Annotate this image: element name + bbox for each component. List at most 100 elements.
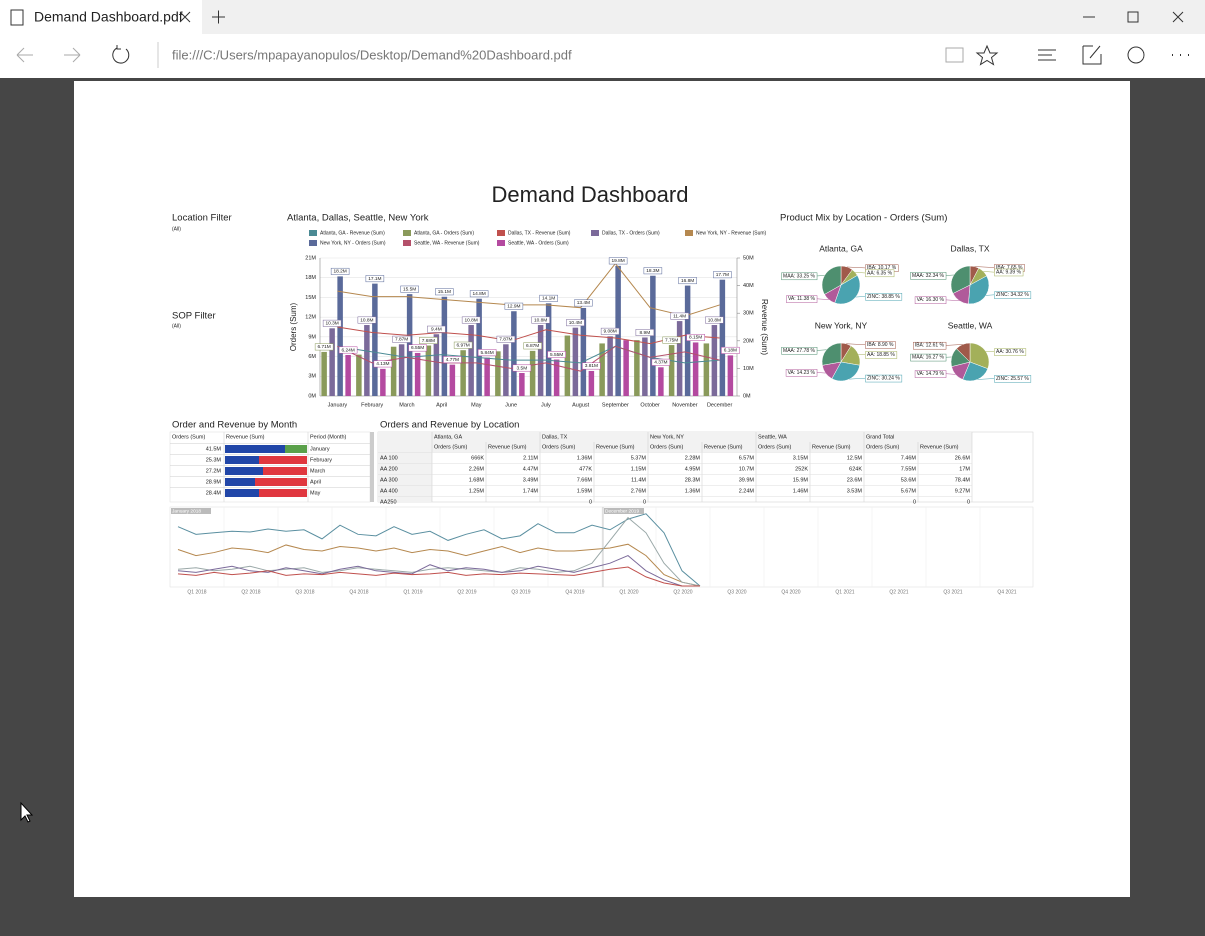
value-label-box xyxy=(373,360,393,368)
bar xyxy=(321,351,327,396)
column-header: Period (Month) xyxy=(310,434,347,440)
value-label: 10.8M xyxy=(534,317,547,323)
cell: AA 100 xyxy=(380,455,398,461)
url[interactable]: file:///C:/Users/mpapayanopulos/Desktop/… xyxy=(172,47,572,62)
close-tab[interactable] xyxy=(179,11,191,23)
pie-label-box xyxy=(994,375,1032,383)
cell: May xyxy=(310,490,321,496)
legend-label: Seattle, WA - Orders (Sum) xyxy=(508,240,569,246)
table-title: Orders and Revenue by Location xyxy=(380,420,519,431)
pie-label: ZINC: 34.32 % xyxy=(996,292,1029,298)
close-window[interactable] xyxy=(1172,11,1184,23)
value-label-box xyxy=(477,349,497,357)
bar xyxy=(414,352,421,396)
value-label: 7.87M xyxy=(395,337,408,343)
cell: 17M xyxy=(959,466,970,472)
pie-label-box xyxy=(914,370,947,378)
value-label-box xyxy=(469,290,489,298)
notes[interactable] xyxy=(1082,45,1102,65)
column-header: Orders (Sum) xyxy=(172,434,205,440)
value-label: 9.4M xyxy=(431,326,442,332)
header-bg xyxy=(378,432,972,452)
value-label: 12.9M xyxy=(507,303,520,309)
cell: 1.15M xyxy=(631,466,647,472)
value-label: 7.75M xyxy=(665,337,678,343)
back[interactable] xyxy=(16,47,33,63)
pie-label-box xyxy=(781,272,818,281)
cell: 7.46M xyxy=(901,455,917,461)
value-label: 17.7M xyxy=(716,272,729,278)
active-tab[interactable] xyxy=(0,0,202,34)
tab-title[interactable]: Demand Dashboard.pdf xyxy=(34,9,183,25)
value-label: 6.97M xyxy=(456,342,469,348)
value-label-box xyxy=(686,333,705,341)
leader-line xyxy=(945,373,956,375)
cell: 1.36M xyxy=(685,488,701,494)
bar xyxy=(503,344,509,396)
pie-label: MAA: 16.27 % xyxy=(912,355,945,361)
new-tab[interactable] xyxy=(212,10,225,24)
reading-view[interactable] xyxy=(945,47,964,63)
value-label: 5.84M xyxy=(480,350,493,356)
bar xyxy=(668,345,675,396)
value-label-box xyxy=(523,342,542,350)
chart-title: Atlanta, Dallas, Seattle, New York xyxy=(287,213,429,224)
x-tick-label: Q2 2021 xyxy=(889,589,908,595)
leader-line xyxy=(983,271,995,273)
cell: 0 xyxy=(913,499,916,505)
value-label: 6.18M xyxy=(724,348,737,354)
pie-title: Atlanta, GA xyxy=(819,243,863,253)
cell: 666K xyxy=(471,455,484,461)
leader-line xyxy=(816,275,825,277)
bar xyxy=(329,328,335,396)
value-label: 3.5M xyxy=(517,365,528,371)
range-label: January 2018 xyxy=(172,508,201,514)
value-label: 8.9M xyxy=(640,330,651,336)
value-label: 17.1M xyxy=(368,276,381,282)
revenue-bar xyxy=(285,445,307,453)
revenue-bar xyxy=(263,467,307,475)
cell: 15.9M xyxy=(793,477,809,483)
x-tick-label: December xyxy=(707,402,733,408)
bar xyxy=(553,359,560,396)
bar xyxy=(703,343,710,396)
cell: 28.4M xyxy=(206,490,222,496)
x-tick-label: Q1 2018 xyxy=(187,589,206,595)
x-tick-label: May xyxy=(471,402,482,408)
value-label-box xyxy=(338,346,358,354)
bar xyxy=(692,342,699,396)
hub[interactable] xyxy=(1038,49,1056,61)
value-label: 18.3M xyxy=(646,268,659,274)
cell: 624K xyxy=(849,466,862,472)
value-label: 4.13M xyxy=(376,361,389,367)
pie-label: VA: 14.23 % xyxy=(788,370,816,376)
maximize[interactable] xyxy=(1127,11,1139,23)
cell: AA 400 xyxy=(380,488,398,494)
favorite[interactable] xyxy=(975,44,999,66)
value-label: 7.68M xyxy=(422,338,435,344)
forward[interactable] xyxy=(64,47,81,63)
pie-label: ZINC: 30.24 % xyxy=(867,376,900,382)
value-label-box xyxy=(400,285,419,293)
cell: 12.5M xyxy=(847,455,863,461)
pie-title: New York, NY xyxy=(815,320,868,330)
timeline-line xyxy=(177,516,701,587)
bar xyxy=(676,321,683,396)
value-label-box xyxy=(574,299,593,307)
value-label-box xyxy=(512,364,532,372)
column-header: Revenue (Sum) xyxy=(488,444,527,450)
bar xyxy=(545,303,552,396)
refresh[interactable] xyxy=(112,45,130,64)
share[interactable] xyxy=(1127,46,1145,64)
cell: 5.37M xyxy=(631,455,647,461)
pie-slice xyxy=(968,275,990,305)
x-tick-label: Q4 2020 xyxy=(781,589,800,595)
cell: April xyxy=(310,479,321,485)
cell: 39.9M xyxy=(739,477,755,483)
value-label: 7.87M xyxy=(499,337,512,343)
cell: 7.55M xyxy=(901,466,917,472)
cell: 0 xyxy=(589,499,592,505)
bar xyxy=(345,354,351,396)
bar xyxy=(529,350,536,396)
timeline-line xyxy=(177,566,700,587)
